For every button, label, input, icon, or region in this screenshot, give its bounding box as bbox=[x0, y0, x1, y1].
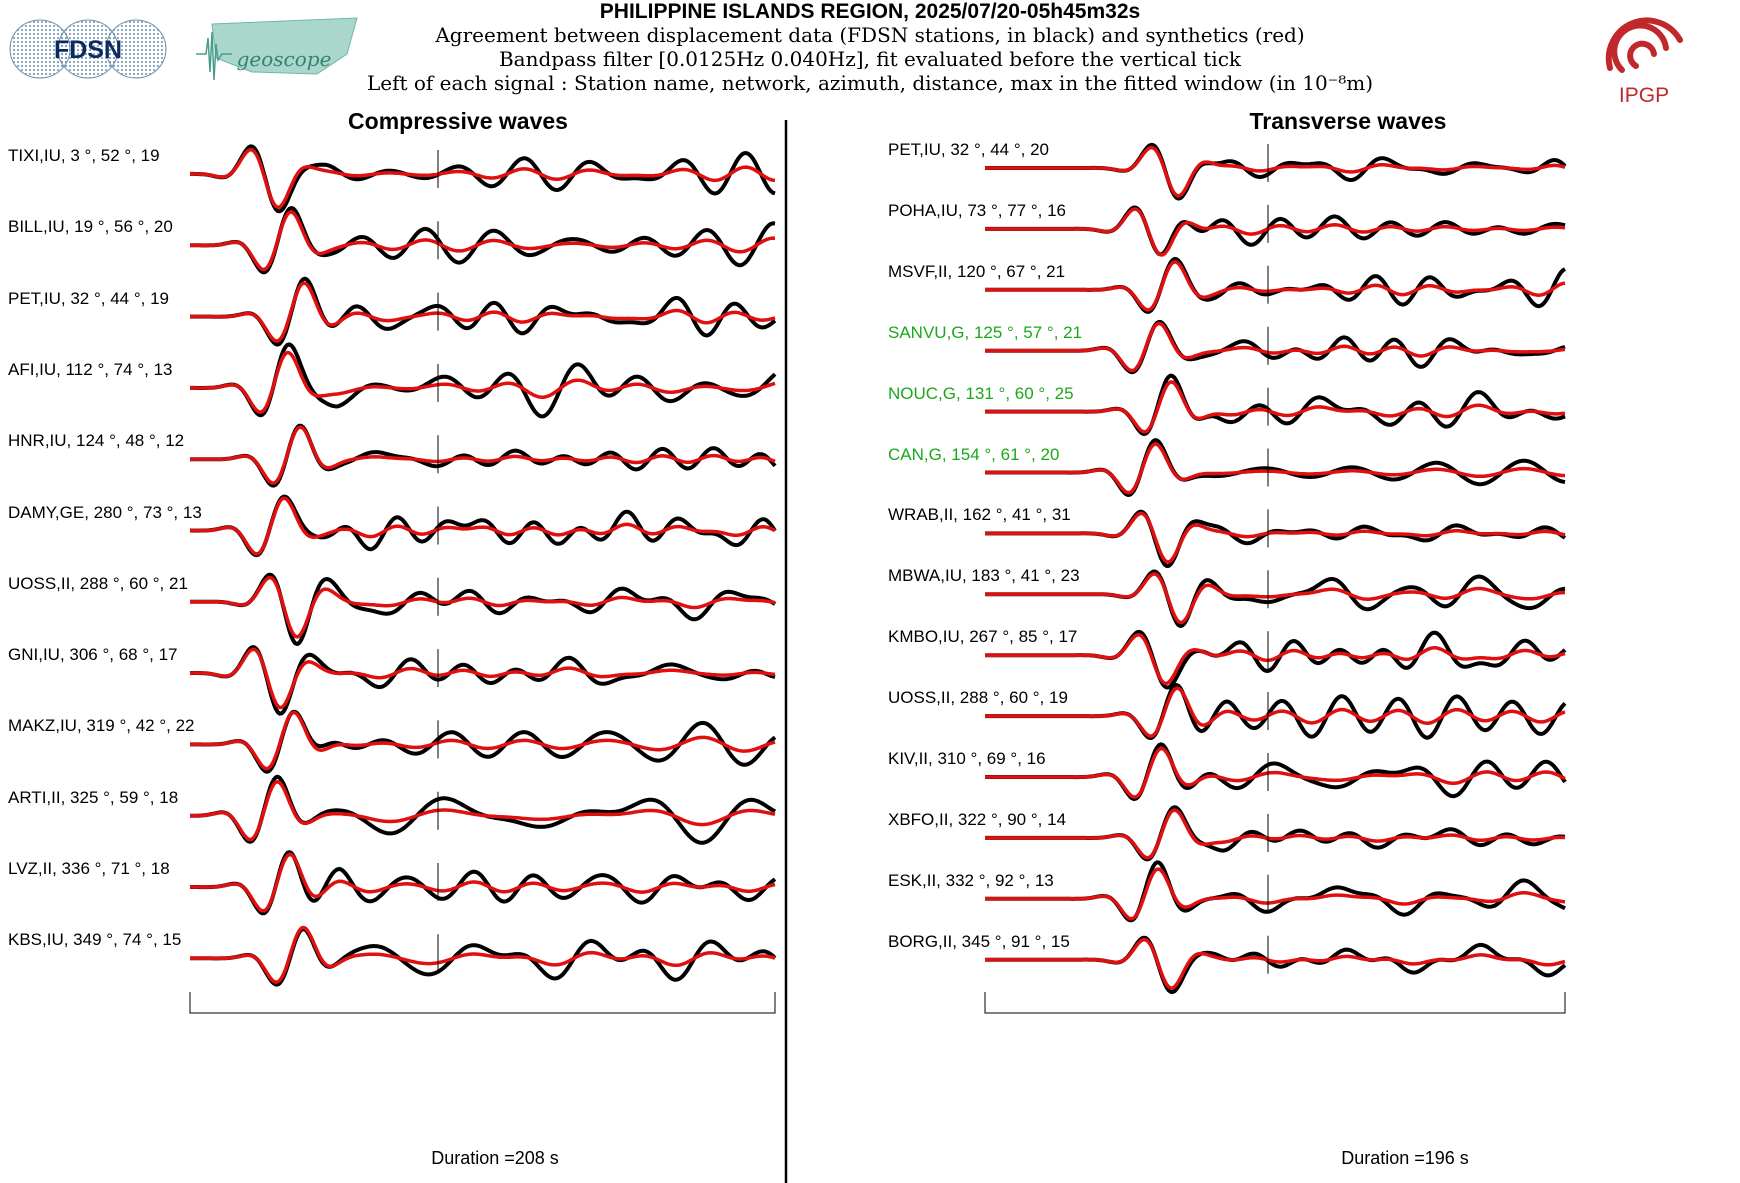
ipgp-logo-text: IPGP bbox=[1619, 84, 1669, 106]
synthetic-trace bbox=[985, 380, 1566, 434]
station-label: CAN,G, 154 °, 61 °, 20 bbox=[888, 444, 1060, 464]
data-trace bbox=[189, 276, 777, 347]
data-trace bbox=[189, 342, 777, 419]
synthetic-trace bbox=[985, 572, 1566, 625]
station-label: KBS,IU, 349 °, 74 °, 15 bbox=[8, 930, 182, 950]
duration-label-transverse: Duration =196 s bbox=[1341, 1148, 1469, 1168]
data-trace bbox=[189, 927, 777, 987]
station-label: BILL,IU, 19 °, 56 °, 20 bbox=[8, 217, 173, 237]
station-label: XBFO,II, 322 °, 90 °, 14 bbox=[888, 809, 1067, 829]
station-label: AFI,IU, 112 °, 74 °, 13 bbox=[8, 359, 173, 379]
station-label: MAKZ,IU, 319 °, 42 °, 22 bbox=[8, 716, 195, 736]
station-label: HNR,IU, 124 °, 48 °, 12 bbox=[8, 431, 185, 451]
station-label: PET,IU, 32 °, 44 °, 20 bbox=[888, 140, 1050, 159]
synthetic-trace bbox=[985, 632, 1566, 686]
data-trace bbox=[189, 206, 776, 275]
synthetic-trace bbox=[189, 647, 776, 710]
data-trace bbox=[984, 935, 1567, 995]
fdsn-logo: FDSN bbox=[9, 19, 167, 79]
subtitle-line-2: Bandpass filter [0.0125Hz 0.040Hz], fit … bbox=[498, 47, 1242, 71]
station-label: MSVF,II, 120 °, 67 °, 21 bbox=[888, 261, 1066, 281]
station-label: POHA,IU, 73 °, 77 °, 16 bbox=[888, 200, 1067, 220]
station-label: ARTI,II, 325 °, 59 °, 18 bbox=[8, 787, 179, 807]
panel-title-compressive: Compressive waves bbox=[348, 108, 568, 134]
data-trace bbox=[984, 142, 1567, 201]
synthetic-trace bbox=[985, 321, 1566, 373]
data-trace bbox=[984, 257, 1567, 314]
station-label: BORG,II, 345 °, 91 °, 15 bbox=[888, 931, 1070, 951]
duration-bracket bbox=[984, 992, 1566, 1014]
station-label: KIV,II, 310 °, 69 °, 16 bbox=[888, 749, 1046, 768]
panel-title-transverse: Transverse waves bbox=[1249, 108, 1447, 134]
data-trace bbox=[189, 645, 776, 716]
station-label: WRAB,II, 162 °, 41 °, 31 bbox=[888, 505, 1071, 525]
ipgp-logo: IPGP bbox=[1605, 17, 1683, 106]
station-label: NOUC,G, 131 °, 60 °, 25 bbox=[888, 383, 1074, 403]
geoscope-logo-text: geoscope bbox=[237, 47, 332, 71]
data-trace bbox=[984, 860, 1566, 923]
synthetic-trace bbox=[985, 867, 1566, 921]
station-label: DAMY,GE, 280 °, 73 °, 13 bbox=[8, 502, 202, 522]
data-trace bbox=[984, 509, 1567, 568]
synthetic-trace bbox=[190, 779, 776, 842]
synthetic-trace bbox=[190, 710, 776, 771]
subtitle-line-3: Left of each signal : Station name, netw… bbox=[366, 71, 1374, 95]
station-label: UOSS,II, 288 °, 60 °, 21 bbox=[8, 573, 188, 593]
station-label: LVZ,II, 336 °, 71 °, 18 bbox=[8, 859, 170, 878]
duration-label-compressive: Duration =208 s bbox=[431, 1148, 559, 1168]
station-label: UOSS,II, 288 °, 60 °, 19 bbox=[888, 688, 1068, 708]
station-label: GNI,IU, 306 °, 68 °, 17 bbox=[8, 645, 178, 665]
data-trace bbox=[189, 850, 777, 916]
synthetic-trace bbox=[190, 575, 776, 639]
synthetic-trace bbox=[985, 207, 1566, 257]
station-label: KMBO,IU, 267 °, 85 °, 17 bbox=[888, 627, 1078, 647]
synthetic-trace bbox=[190, 496, 776, 556]
synthetic-trace bbox=[985, 808, 1565, 860]
synthetic-trace bbox=[190, 925, 776, 984]
fdsn-logo-text: FDSN bbox=[54, 36, 122, 64]
subtitle-line-1: Agreement between displacement data (FDS… bbox=[435, 23, 1305, 47]
station-label: ESK,II, 332 °, 92 °, 13 bbox=[888, 870, 1054, 890]
data-trace bbox=[189, 144, 776, 214]
synthetic-trace bbox=[985, 746, 1566, 799]
synthetic-trace bbox=[985, 260, 1566, 312]
data-trace bbox=[189, 774, 777, 845]
figure-title: PHILIPPINE ISLANDS REGION, 2025/07/20-05… bbox=[599, 0, 1141, 23]
synthetic-trace bbox=[190, 852, 776, 913]
duration-bracket bbox=[189, 992, 776, 1014]
synthetic-trace bbox=[985, 145, 1566, 198]
synthetic-trace bbox=[985, 937, 1566, 990]
synthetic-trace bbox=[190, 350, 776, 414]
station-label: TIXI,IU, 3 °, 52 °, 19 bbox=[8, 146, 160, 165]
data-trace bbox=[984, 438, 1566, 497]
synthetic-trace bbox=[985, 686, 1566, 738]
synthetic-trace bbox=[190, 281, 776, 343]
synthetic-trace bbox=[190, 147, 776, 210]
station-label: SANVU,G, 125 °, 57 °, 21 bbox=[888, 322, 1083, 342]
synthetic-trace bbox=[190, 425, 776, 485]
synthetic-trace bbox=[985, 511, 1566, 564]
station-label: PET,IU, 32 °, 44 °, 19 bbox=[8, 288, 170, 308]
station-label: MBWA,IU, 183 °, 41 °, 23 bbox=[888, 566, 1080, 586]
data-trace bbox=[984, 805, 1566, 862]
synthetic-trace bbox=[190, 210, 776, 272]
geoscope-logo: geoscope bbox=[196, 17, 358, 81]
synthetic-trace bbox=[985, 442, 1566, 495]
